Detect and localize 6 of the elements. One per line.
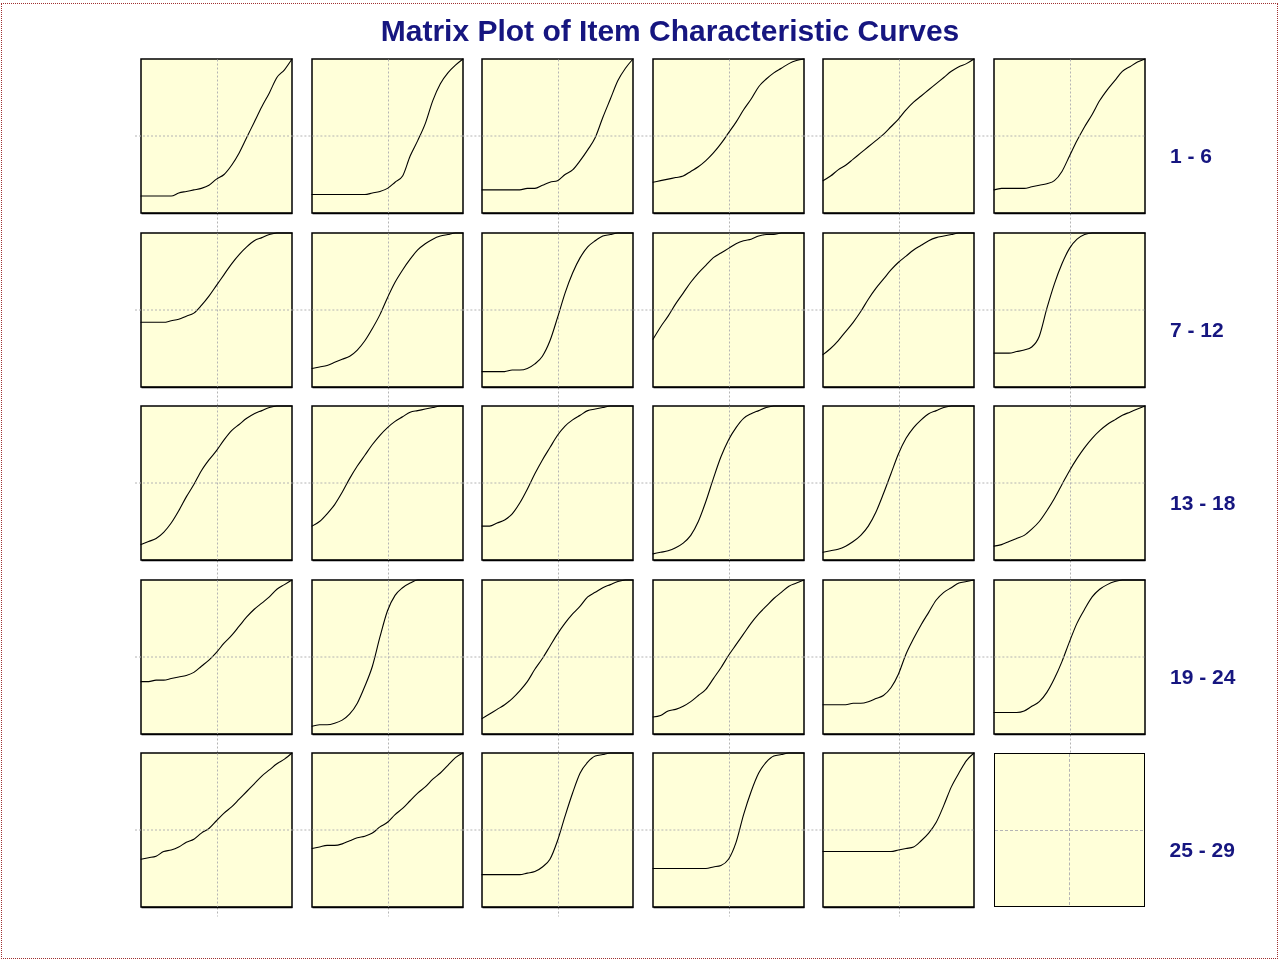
text: 25 - 29 [1169,837,1236,861]
text: 7 - 12 [1170,317,1224,341]
text: 13 - 18 [1170,490,1236,514]
text: 19 - 24 [1170,664,1236,688]
text: Matrix Plot of Item Characteristic Curves [380,14,960,47]
text: 1 - 6 [1170,143,1213,167]
